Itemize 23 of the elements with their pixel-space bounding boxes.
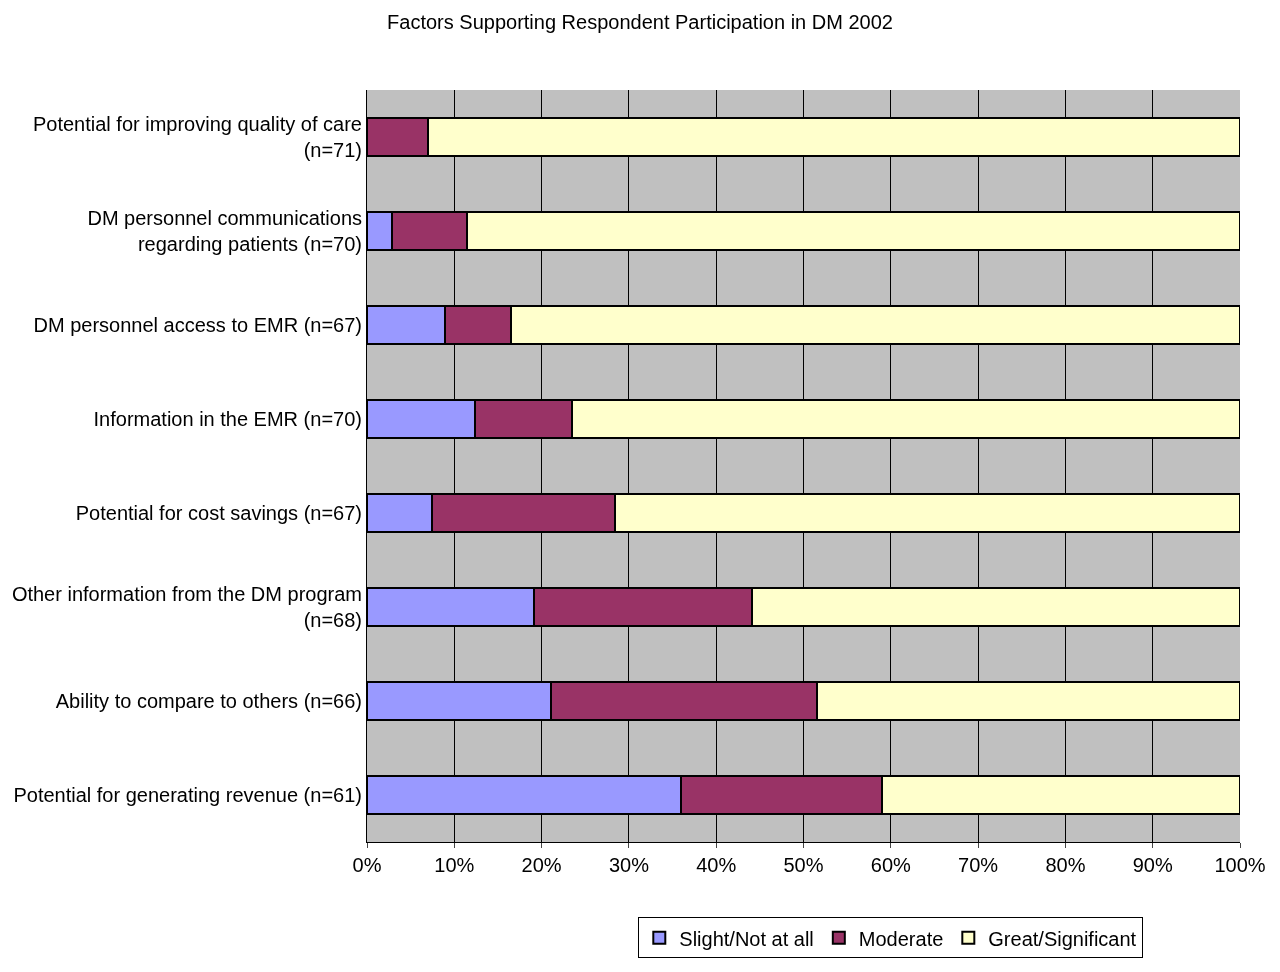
x-tick-label: 30%	[608, 854, 650, 876]
legend-label: Slight/Not at all	[679, 927, 814, 950]
y-tick-label: Potential for improving quality of care (n=71)	[32, 113, 362, 161]
x-tick-label: 20%	[521, 854, 562, 876]
y-tick-label: Information in the EMR (n=70)	[93, 408, 362, 430]
legend-label: Moderate	[858, 927, 944, 950]
chart-title: Factors Supporting Respondent Participation in DM 2002	[387, 10, 893, 33]
x-tick-label: 0%	[352, 854, 382, 876]
x-tick-label: 40%	[696, 854, 737, 876]
y-tick-label: Potential for generating revenue (n=61)	[13, 784, 362, 806]
x-tick-label: 80%	[1045, 854, 1086, 876]
x-tick-label: 60%	[870, 854, 912, 876]
y-tick-label: Ability to compare to others (n=66)	[55, 690, 362, 712]
legend-label: Great/Significant	[988, 927, 1137, 950]
y-tick-label: DM personnel access to EMR (n=67)	[33, 314, 362, 336]
x-tick-label: 10%	[434, 854, 475, 876]
x-tick-label: 100%	[1214, 854, 1266, 876]
x-tick-label: 90%	[1132, 854, 1173, 876]
y-tick-label: Potential for cost savings (n=67)	[75, 502, 362, 524]
y-tick-label: Other information from the DM program (n=68)	[11, 583, 362, 631]
y-tick-label: DM personnel communications regarding patients (n=70)	[87, 207, 362, 255]
x-tick-label: 50%	[783, 854, 824, 876]
x-tick-label: 70%	[958, 854, 999, 876]
